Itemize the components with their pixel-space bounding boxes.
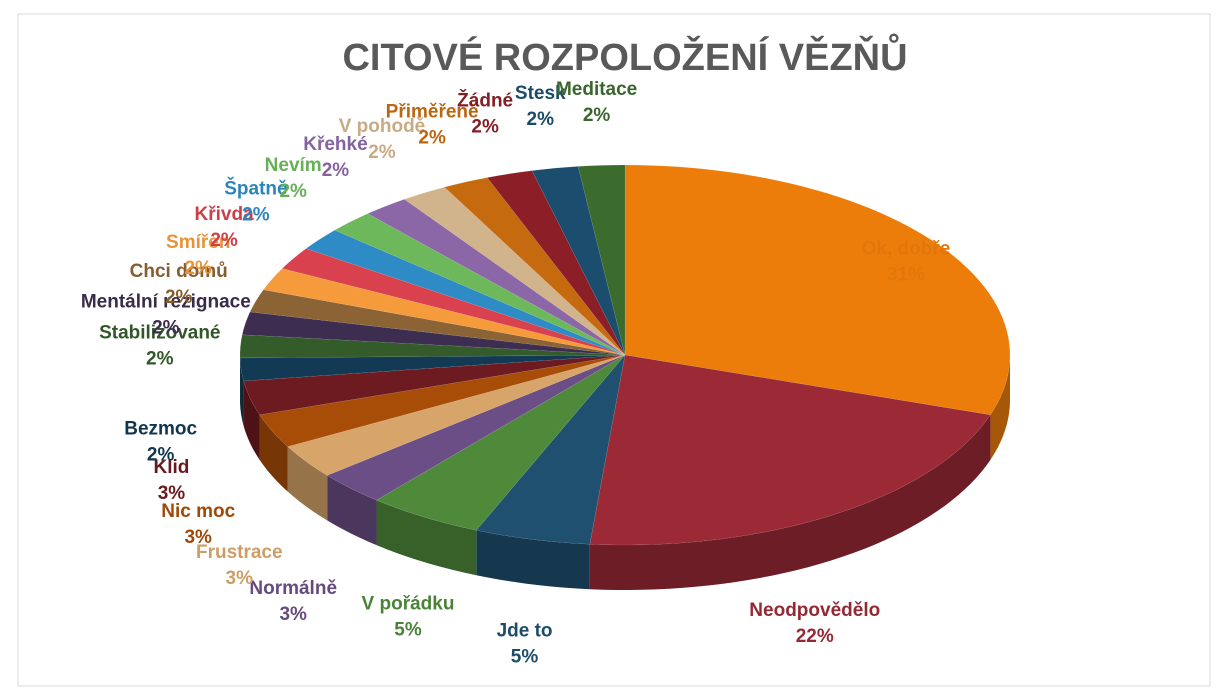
data-label-name: Nic moc	[161, 501, 235, 522]
pie-slice	[249, 289, 626, 356]
data-label-name: Neodpovědělo	[749, 600, 880, 621]
pie-slice	[443, 177, 626, 356]
data-label-value: 3%	[184, 527, 212, 548]
pie-slice	[531, 166, 626, 356]
pie-side	[327, 475, 377, 546]
pie-slice	[589, 354, 991, 546]
data-label-name: Ok, dobře	[862, 238, 951, 259]
pie-slice	[259, 354, 626, 447]
data-label-value: 5%	[394, 620, 422, 641]
data-label-value: 31%	[887, 264, 925, 285]
data-label-value: 2%	[279, 181, 307, 202]
data-label-value: 22%	[796, 626, 834, 647]
data-label-name: Normálně	[249, 578, 337, 599]
data-label-name: Stabilizované	[99, 322, 220, 343]
data-label-name: Chci domů	[130, 261, 228, 282]
data-label-name: V pohodě	[339, 116, 426, 137]
pie-slice	[262, 268, 626, 356]
pie-slice	[375, 354, 626, 531]
data-label-name: Nevím	[265, 155, 322, 176]
data-label-name: V pořádku	[362, 594, 455, 615]
pie-side	[589, 414, 991, 590]
data-label-value: 2%	[165, 287, 193, 308]
pie-side	[287, 446, 328, 521]
data-label-value: 2%	[368, 142, 396, 163]
data-label-name: Klid	[153, 457, 189, 478]
pie-side	[240, 357, 244, 426]
data-label-name: Jde to	[497, 620, 553, 641]
pie-side	[259, 414, 288, 492]
pie-slice	[305, 229, 626, 356]
pie-slice	[475, 354, 626, 545]
data-label-value: 3%	[158, 483, 186, 504]
data-label-name: Smířen	[166, 232, 230, 253]
data-label-value: 2%	[146, 348, 174, 369]
data-label-value: 2%	[471, 116, 499, 137]
data-label-name: Stesk	[515, 83, 566, 104]
data-label-name: Špatně	[224, 177, 287, 199]
data-label-value: 5%	[511, 646, 539, 667]
data-label-name: Bezmoc	[124, 418, 197, 439]
pie-side	[376, 500, 477, 576]
data-label-name: Meditace	[556, 79, 637, 100]
data-label-value: 2%	[242, 204, 270, 225]
pie-slice	[486, 170, 626, 356]
data-label-name: Mentální rezignace	[81, 291, 251, 312]
data-label-name: Frustrace	[196, 542, 283, 563]
data-label-value: 2%	[210, 230, 238, 251]
data-label-value: 3%	[279, 604, 307, 625]
pie-side	[990, 355, 1010, 460]
data-label-name: Žádné	[457, 89, 513, 111]
pie-slice	[334, 213, 626, 356]
data-label-value: 2%	[322, 160, 350, 181]
pie-slice	[367, 198, 626, 356]
chart-title: CITOVÉ ROZPOLOŽENÍ VĚZŇŮ	[342, 32, 907, 79]
data-label-value: 2%	[418, 128, 446, 149]
data-label-value: 2%	[147, 444, 175, 465]
data-label-value: 2%	[527, 109, 555, 130]
data-label-value: 2%	[184, 258, 212, 279]
pie-slice	[624, 164, 1011, 416]
pie-slice	[403, 186, 626, 356]
pie-slice	[326, 354, 626, 501]
pie-side	[476, 530, 590, 590]
data-label-name: Přiměřeně	[386, 102, 479, 123]
pie-side	[243, 380, 260, 460]
data-label-value: 2%	[152, 317, 180, 338]
data-label-value: 2%	[583, 105, 611, 126]
pie-slice	[287, 354, 626, 476]
pie-slice	[243, 354, 626, 416]
pie-slice	[577, 164, 626, 356]
data-label-value: 3%	[226, 568, 254, 589]
data-label-name: Křehké	[303, 134, 367, 155]
data-label-name: Křivda	[195, 204, 255, 225]
